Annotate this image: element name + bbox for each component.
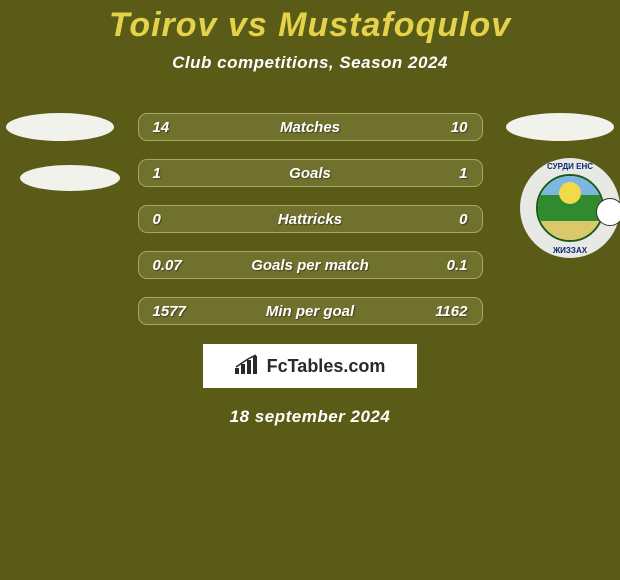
stat-label: Min per goal (266, 303, 354, 320)
player-left-placeholder-2 (20, 165, 120, 191)
stat-right-value: 10 (451, 119, 468, 136)
stat-left-value: 0 (153, 211, 161, 228)
subtitle: Club competitions, Season 2024 (0, 53, 620, 73)
badge-text-bottom: ЖИЗЗАХ (553, 246, 587, 255)
badge-sand (538, 221, 602, 240)
logo-text: FcTables.com (267, 356, 386, 377)
player-left-placeholder-1 (6, 113, 114, 141)
badge-inner-icon (536, 174, 604, 242)
stat-right-value: 1 (459, 165, 467, 182)
page-title: Toirov vs Mustafoqulov (0, 0, 620, 45)
stat-left-value: 1 (153, 165, 161, 182)
stat-left-value: 1577 (153, 303, 186, 320)
badge-text-top: СУРДИ ЕНС (547, 162, 593, 171)
stat-right-value: 0.1 (447, 257, 468, 274)
stat-row-goals-per-match: 0.07 Goals per match 0.1 (138, 251, 483, 279)
player-right-placeholder-1 (506, 113, 614, 141)
stat-left-value: 0.07 (153, 257, 182, 274)
fctables-logo: FcTables.com (202, 343, 418, 389)
signal-bars-icon (235, 354, 261, 379)
date-text: 18 september 2024 (0, 407, 620, 427)
stat-label: Goals (289, 165, 331, 182)
stat-right-value: 0 (459, 211, 467, 228)
stat-left-value: 14 (153, 119, 170, 136)
stat-label: Goals per match (251, 257, 369, 274)
stat-row-hattricks: 0 Hattricks 0 (138, 205, 483, 233)
stat-label: Matches (280, 119, 340, 136)
badge-ball-icon (596, 198, 620, 226)
stat-row-goals: 1 Goals 1 (138, 159, 483, 187)
stat-right-value: 1162 (435, 303, 467, 320)
club-badge: СУРДИ ЕНС ЖИЗЗАХ (520, 158, 620, 258)
stat-row-min-per-goal: 1577 Min per goal 1162 (138, 297, 483, 325)
stat-label: Hattricks (278, 211, 342, 228)
comparison-card: Toirov vs Mustafoqulov Club competitions… (0, 0, 620, 580)
badge-sun-icon (559, 182, 581, 204)
stats-area: СУРДИ ЕНС ЖИЗЗАХ 14 Matches 10 1 Goals 1… (0, 113, 620, 325)
stat-row-matches: 14 Matches 10 (138, 113, 483, 141)
